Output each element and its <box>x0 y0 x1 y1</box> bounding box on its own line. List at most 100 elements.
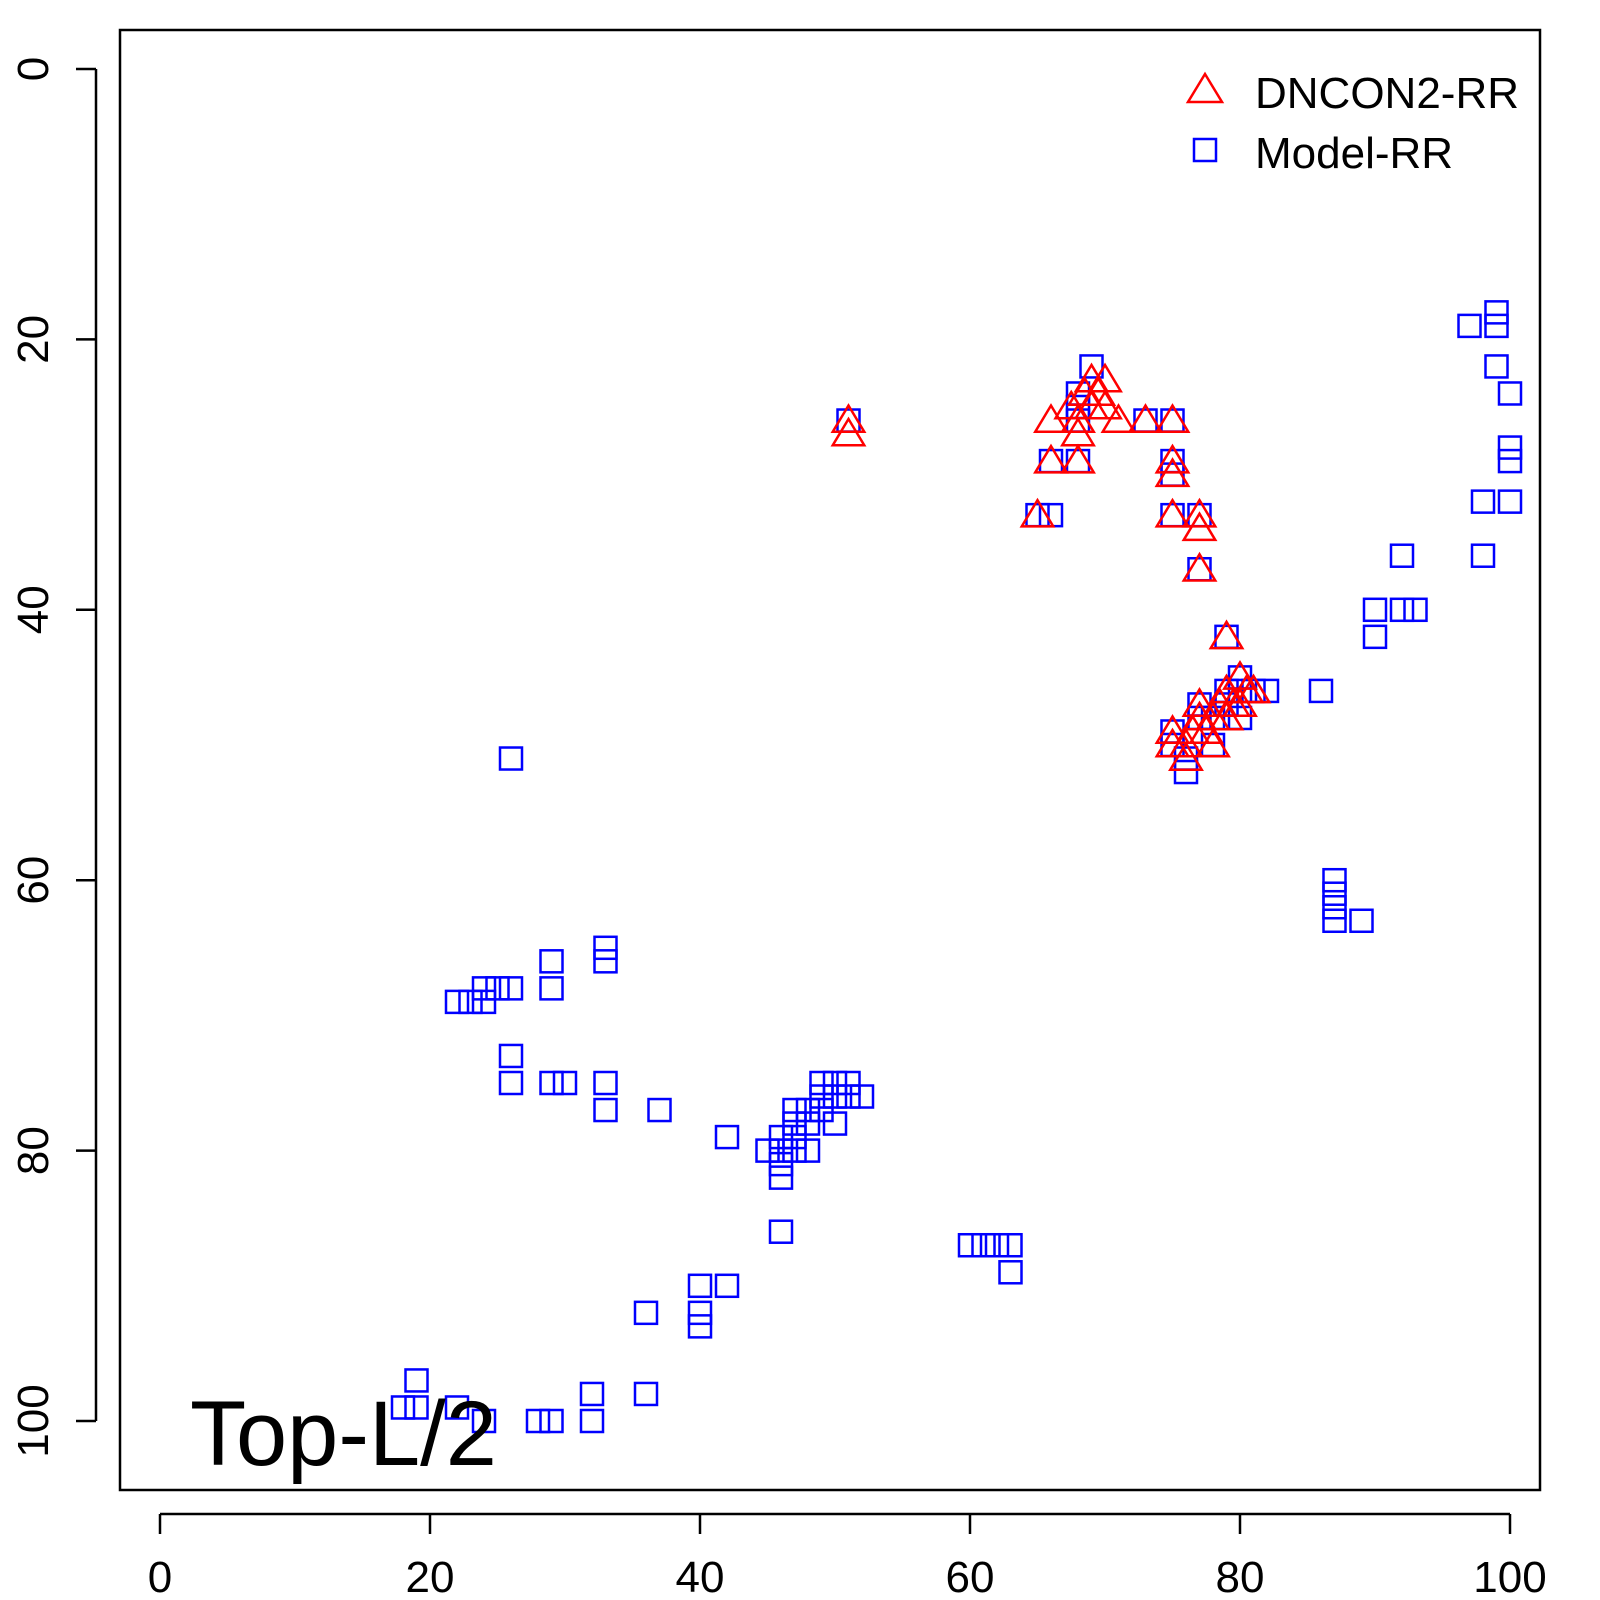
data-point-square <box>782 1138 807 1163</box>
data-point-square <box>782 1124 807 1150</box>
legend-marker-model-rr <box>1192 137 1218 163</box>
data-point-triangle <box>1087 362 1123 393</box>
data-point-triangle <box>1181 551 1218 582</box>
axes: 0 20 40 60 80 100 0 20 40 60 80 100 <box>9 57 1547 1600</box>
data-point-square <box>822 1084 848 1109</box>
data-point-square <box>525 1408 551 1434</box>
data-point-square <box>458 989 483 1015</box>
data-point-square <box>404 1395 429 1420</box>
y-tick-label: 20 <box>9 315 58 364</box>
data-point-square <box>1470 543 1496 568</box>
data-point-triangle <box>1019 497 1056 528</box>
data-point-square <box>768 1138 794 1163</box>
data-point-square <box>1362 597 1388 623</box>
legend: DNCON2-RR Model-RR <box>1185 69 1519 178</box>
data-point-square <box>539 949 564 974</box>
y-tick-label: 80 <box>9 1126 58 1175</box>
data-point-square <box>809 1097 834 1123</box>
data-point-square <box>836 1070 861 1096</box>
data-point-square <box>1389 543 1415 568</box>
data-point-triangle <box>1127 403 1164 434</box>
y-tick-label: 40 <box>9 585 58 634</box>
legend-label-dncon2-rr: DNCON2-RR <box>1255 69 1519 118</box>
data-point-square <box>471 976 497 1001</box>
data-point-square <box>714 1124 740 1150</box>
annotation-label: Top-L/2 <box>190 1383 497 1485</box>
data-point-square <box>1322 881 1347 906</box>
data-point-square <box>498 1043 524 1069</box>
data-point-square <box>755 1138 780 1163</box>
data-point-square <box>687 1300 713 1326</box>
y-tick-label: 60 <box>9 856 58 905</box>
data-point-square <box>971 1232 996 1258</box>
data-point-square <box>1362 624 1388 650</box>
data-point-square <box>782 1111 807 1136</box>
data-point-square <box>1349 908 1374 934</box>
data-point-square <box>687 1273 713 1299</box>
data-point-square <box>768 1219 794 1244</box>
data-point-square <box>998 1260 1023 1285</box>
data-point-square <box>822 1111 848 1136</box>
legend-marker-dncon2-rr <box>1185 71 1225 104</box>
data-point-square <box>1484 300 1509 325</box>
data-point-square <box>795 1111 821 1136</box>
data-point-triangle <box>1168 741 1204 772</box>
data-point-square <box>1322 908 1347 934</box>
series-model-rr <box>390 300 1523 1434</box>
data-point-triangle <box>1100 403 1137 434</box>
data-point-square <box>593 1070 618 1096</box>
data-point-triangle <box>830 416 867 447</box>
data-point-square <box>633 1300 659 1326</box>
data-point-triangle <box>1087 389 1123 420</box>
data-point-square <box>647 1097 672 1123</box>
data-point-square <box>809 1070 834 1096</box>
data-point-triangle <box>1195 727 1231 758</box>
data-point-square <box>1389 597 1415 623</box>
data-point-square <box>1322 867 1347 893</box>
data-point-square <box>849 1084 875 1109</box>
x-tick-label: 100 <box>1473 1553 1546 1600</box>
data-point-square <box>809 1084 834 1109</box>
data-point-square <box>836 1084 861 1109</box>
data-point-triangle <box>1033 443 1069 474</box>
data-point-square <box>539 1070 564 1096</box>
data-point-square <box>687 1314 713 1339</box>
data-point-square <box>1497 448 1523 474</box>
data-point-square <box>498 1070 524 1096</box>
data-point-square <box>822 1070 848 1096</box>
data-point-square <box>593 1097 618 1123</box>
data-point-square <box>1484 313 1509 339</box>
x-tick-label: 40 <box>676 1553 725 1600</box>
data-point-square <box>998 1232 1023 1258</box>
x-tick-label: 0 <box>148 1553 172 1600</box>
data-point-square <box>444 1395 470 1420</box>
data-point-square <box>471 989 497 1015</box>
data-point-square <box>1308 678 1334 704</box>
y-tick-label: 0 <box>9 57 58 81</box>
data-point-square <box>539 1408 564 1434</box>
legend-label-model-rr: Model-RR <box>1255 129 1453 178</box>
data-point-square <box>768 1165 794 1190</box>
data-point-square <box>539 976 564 1001</box>
data-point-triangle <box>1154 714 1191 744</box>
data-point-square <box>471 1408 497 1434</box>
data-point-square <box>485 976 510 1001</box>
x-tick-label: 80 <box>1216 1553 1265 1600</box>
x-tick-label: 60 <box>946 1553 995 1600</box>
data-point-triangle <box>1235 673 1272 704</box>
data-point-square <box>593 935 618 961</box>
data-point-square <box>795 1138 821 1163</box>
data-point-triangle <box>1154 457 1191 488</box>
data-point-square <box>579 1408 605 1434</box>
data-point-square <box>498 976 524 1001</box>
data-point-triangle <box>1181 687 1218 717</box>
data-point-square <box>404 1368 429 1393</box>
data-point-triangle <box>1060 443 1096 474</box>
data-point-square <box>1484 354 1509 379</box>
x-tick-label: 20 <box>406 1553 455 1600</box>
data-point-square <box>768 1151 794 1177</box>
data-point-square <box>1470 489 1496 514</box>
data-point-square <box>1497 435 1523 460</box>
data-point-square <box>1079 354 1104 379</box>
